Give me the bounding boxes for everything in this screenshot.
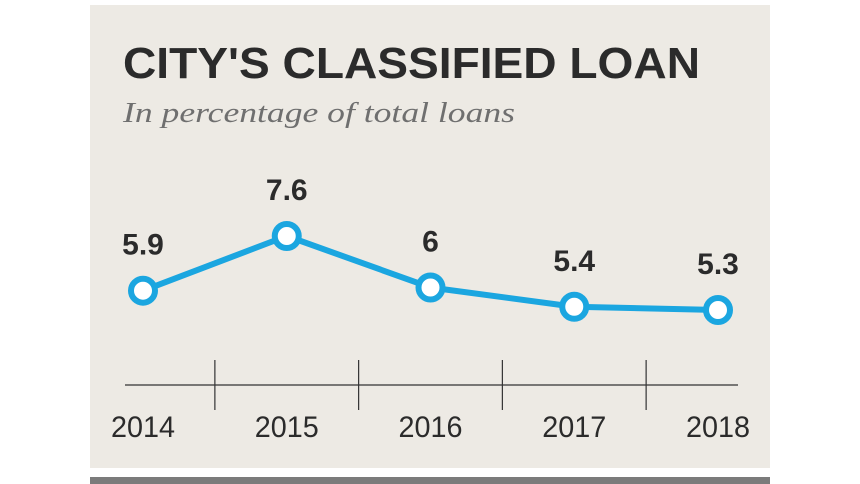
point xyxy=(128,275,158,306)
x-tick-label: 2015 xyxy=(255,411,319,444)
panel xyxy=(90,5,770,468)
data-label: 5.4 xyxy=(553,245,595,278)
data-label: 5.9 xyxy=(122,229,164,262)
point xyxy=(559,291,590,322)
data-label: 7.6 xyxy=(266,174,308,207)
data-label: 5.3 xyxy=(697,248,739,281)
x-tick-label: 2017 xyxy=(542,411,606,444)
data-label: 6 xyxy=(422,225,439,258)
x-tick-label: 2018 xyxy=(686,411,750,444)
bottom-bar xyxy=(90,477,770,484)
chart-subtitle: In percentage of total loans xyxy=(122,98,515,129)
point xyxy=(415,272,446,303)
x-tick-label: 2016 xyxy=(399,411,463,444)
point xyxy=(703,295,733,325)
x-tick-label: 2014 xyxy=(111,411,175,444)
point xyxy=(271,221,302,251)
chart-title: CITY'S CLASSIFIED LOAN xyxy=(123,39,700,88)
